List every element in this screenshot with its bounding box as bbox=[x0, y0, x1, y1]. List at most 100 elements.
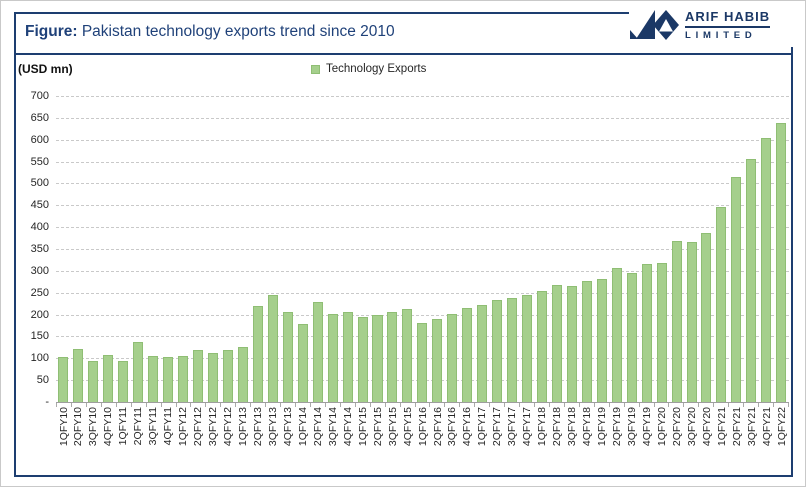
x-tick-label-1QFY16: 1QFY16 bbox=[416, 407, 429, 447]
bar-slot bbox=[295, 323, 310, 402]
y-tick-label-400: 400 bbox=[30, 221, 49, 234]
legend-swatch-icon bbox=[311, 64, 320, 74]
bar-3QFY13 bbox=[267, 294, 278, 402]
bar-1QFY17 bbox=[477, 305, 488, 402]
x-tick-label-1QFY21: 1QFY21 bbox=[715, 407, 728, 447]
bar-4QFY18 bbox=[581, 281, 592, 402]
x-tick bbox=[221, 403, 237, 407]
x-tick-label-4QFY18: 4QFY18 bbox=[581, 407, 594, 447]
x-tick bbox=[669, 403, 685, 407]
x-tick-label-2QFY10: 2QFY10 bbox=[72, 407, 85, 447]
x-tick-label-4QFY21: 4QFY21 bbox=[760, 407, 773, 447]
bar-slot bbox=[654, 262, 669, 402]
bar-slot bbox=[445, 314, 460, 402]
bar-3QFY12 bbox=[208, 353, 219, 402]
x-tick-label-1QFY11: 1QFY11 bbox=[117, 407, 130, 446]
bar-slot bbox=[220, 350, 235, 402]
y-gridline-550 bbox=[56, 161, 789, 163]
x-tick-label-1QFY19: 1QFY19 bbox=[596, 407, 608, 447]
bar-3QFY10 bbox=[88, 360, 99, 402]
chart-legend: Technology Exports bbox=[311, 63, 426, 75]
x-tick bbox=[251, 403, 267, 407]
x-tick bbox=[266, 403, 282, 407]
bar-slot bbox=[774, 122, 789, 402]
bar-slot bbox=[101, 354, 116, 402]
y-tick-label-600: 600 bbox=[30, 133, 49, 146]
bar-slot bbox=[56, 356, 71, 402]
bar-slot bbox=[535, 290, 550, 402]
x-tick-label-2QFY13: 2QFY13 bbox=[251, 407, 264, 447]
x-tick bbox=[550, 403, 565, 407]
bar-4QFY21 bbox=[761, 138, 772, 402]
bar-slot bbox=[520, 294, 535, 402]
x-tick bbox=[565, 403, 580, 407]
x-tick bbox=[102, 403, 117, 407]
bar-slot bbox=[265, 294, 280, 402]
bar-1QFY12 bbox=[178, 356, 189, 402]
x-tick-label-4QFY12: 4QFY12 bbox=[222, 407, 234, 447]
bar-slot bbox=[146, 356, 161, 402]
bar-1QFY15 bbox=[357, 317, 368, 402]
y-gridline-700 bbox=[56, 96, 789, 97]
bar-slot bbox=[250, 305, 265, 402]
bar-slot bbox=[490, 299, 505, 402]
x-tick-label-3QFY14: 3QFY14 bbox=[326, 407, 339, 447]
figure-border-frame bbox=[14, 12, 793, 477]
x-tick bbox=[56, 403, 72, 407]
y-gridline-250 bbox=[56, 292, 789, 294]
x-tick-label-2QFY16: 2QFY16 bbox=[431, 407, 444, 447]
x-tick-label-4QFY14: 4QFY14 bbox=[341, 407, 354, 447]
bar-slot bbox=[460, 307, 475, 402]
figure-title-text: Pakistan technology exports trend since … bbox=[77, 23, 395, 40]
x-tick-label-3QFY11: 3QFY11 bbox=[147, 407, 160, 446]
bar-1QFY22 bbox=[776, 122, 787, 402]
bar-slot bbox=[564, 285, 579, 402]
y-tick-label-150: 150 bbox=[30, 330, 49, 343]
x-tick-label-1QFY22: 1QFY22 bbox=[775, 407, 788, 447]
bar-1QFY13 bbox=[237, 346, 248, 402]
x-tick bbox=[281, 403, 296, 407]
bar-2QFY14 bbox=[312, 301, 323, 402]
x-tick bbox=[445, 403, 461, 407]
y-tick-label-0: - bbox=[45, 396, 49, 408]
bar-2QFY18 bbox=[551, 284, 562, 402]
bar-slot bbox=[430, 318, 445, 402]
bar-1QFY18 bbox=[536, 290, 547, 402]
y-tick-label-300: 300 bbox=[30, 264, 49, 277]
x-tick bbox=[699, 403, 715, 407]
bar-slot bbox=[400, 308, 415, 402]
bar-4QFY15 bbox=[402, 308, 413, 402]
x-tick bbox=[580, 403, 595, 407]
x-tick-label-4QFY11: 4QFY11 bbox=[162, 407, 175, 446]
bar-slot bbox=[579, 281, 594, 402]
x-tick bbox=[430, 403, 446, 407]
y-gridline-200 bbox=[56, 314, 789, 316]
bar-1QFY21 bbox=[716, 206, 727, 402]
x-tick bbox=[386, 403, 401, 407]
x-tick-label-3QFY12: 3QFY12 bbox=[207, 407, 220, 447]
bar-slot bbox=[759, 138, 774, 402]
y-tick-label-250: 250 bbox=[30, 286, 49, 299]
legend-label: Technology Exports bbox=[326, 63, 427, 75]
x-tick-label-3QFY20: 3QFY20 bbox=[685, 407, 698, 447]
y-tick-label-200: 200 bbox=[30, 308, 49, 321]
bar-4QFY17 bbox=[522, 294, 533, 402]
y-gridline-300 bbox=[56, 270, 789, 272]
bar-slot bbox=[729, 176, 744, 402]
x-tick bbox=[655, 403, 670, 407]
y-gridline-400 bbox=[56, 227, 789, 229]
bar-3QFY17 bbox=[507, 297, 518, 402]
bar-4QFY16 bbox=[462, 307, 473, 402]
y-tick-label-500: 500 bbox=[30, 177, 49, 190]
x-tick bbox=[87, 403, 102, 407]
y-tick-label-350: 350 bbox=[30, 243, 49, 255]
bar-slot bbox=[355, 317, 370, 402]
x-tick bbox=[177, 403, 192, 407]
x-tick-label-3QFY17: 3QFY17 bbox=[506, 407, 519, 447]
bar-slot bbox=[609, 268, 624, 402]
x-tick-label-3QFY18: 3QFY18 bbox=[566, 407, 579, 447]
x-tick-label-1QFY15: 1QFY15 bbox=[356, 407, 369, 447]
bar-3QFY18 bbox=[566, 285, 577, 402]
x-tick bbox=[714, 403, 730, 407]
y-tick-label-450: 450 bbox=[30, 199, 49, 212]
